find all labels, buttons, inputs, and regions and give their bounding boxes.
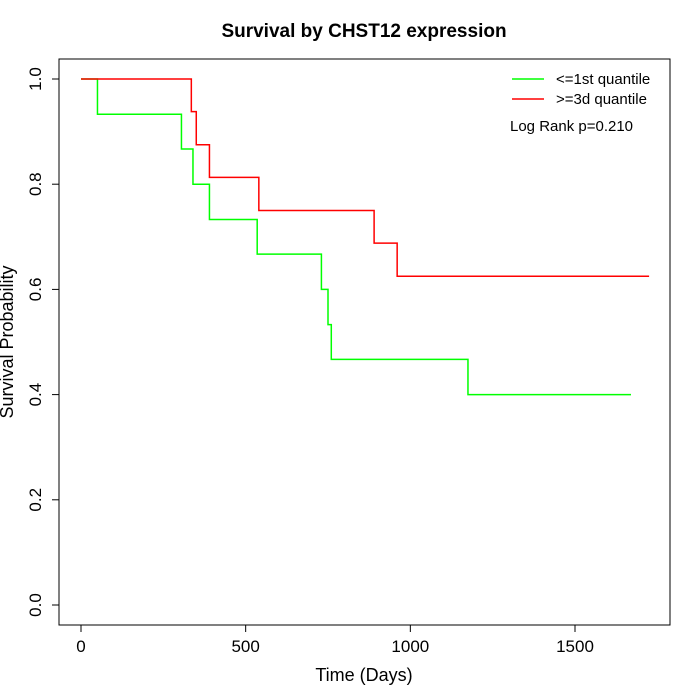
- y-axis-label: Survival Probability: [0, 265, 17, 418]
- x-axis: 0 500 1000 1500: [76, 624, 594, 656]
- log-rank-annotation: Log Rank p=0.210: [510, 118, 633, 135]
- legend: <=1st quantile >=3d quantile: [512, 71, 650, 108]
- plot-area-frame: [58, 58, 671, 626]
- y-tick-label: 0.8: [26, 172, 45, 196]
- y-axis: 0.0 0.2 0.4 0.6 0.8 1.0: [26, 67, 60, 617]
- y-tick-label: 0.0: [26, 593, 45, 617]
- x-tick-label: 1500: [556, 637, 594, 656]
- x-axis-label: Time (Days): [315, 665, 412, 685]
- legend-label-2: >=3d quantile: [556, 91, 647, 108]
- x-tick-label: 0: [76, 637, 85, 656]
- y-tick-label: 0.6: [26, 278, 45, 302]
- series-line-2: [81, 78, 650, 277]
- series-layer: [81, 78, 650, 396]
- y-tick-label: 0.2: [26, 488, 45, 512]
- legend-label-1: <=1st quantile: [556, 71, 650, 88]
- x-tick-label: 1000: [391, 637, 429, 656]
- series-line-1: [81, 78, 631, 396]
- y-tick-label: 1.0: [26, 67, 45, 91]
- y-tick-label: 0.4: [26, 383, 45, 407]
- x-tick-label: 500: [231, 637, 259, 656]
- chart-title: Survival by CHST12 expression: [221, 21, 506, 42]
